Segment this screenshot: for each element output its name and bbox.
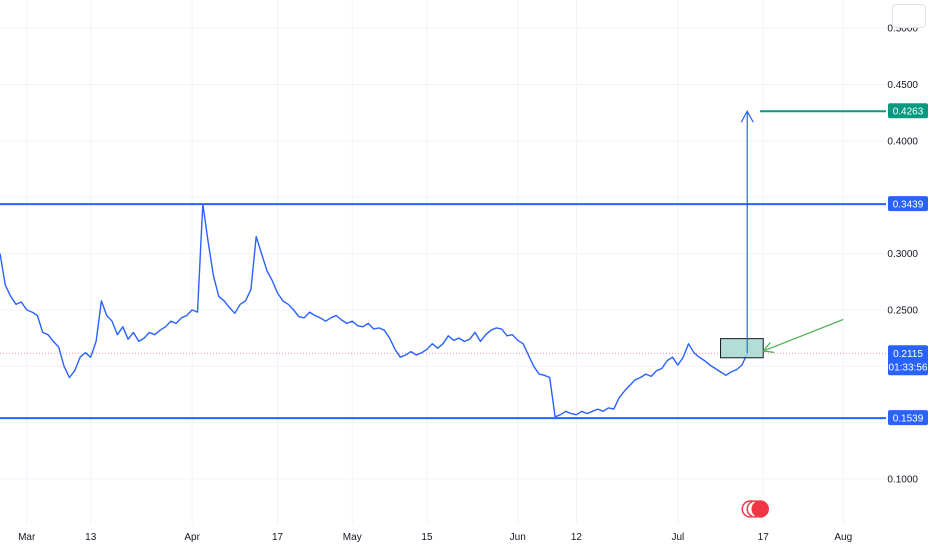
x-tick-label: 17 — [272, 532, 284, 543]
chart-settings-button[interactable] — [892, 4, 926, 28]
pointer-arrow[interactable] — [763, 318, 844, 352]
x-tick-label: Aug — [834, 532, 852, 543]
x-tick-label: Jun — [510, 532, 526, 543]
current-price-badge-label: 0.2115 — [893, 349, 923, 360]
x-tick-label: 13 — [85, 532, 97, 543]
x-tick-label: 17 — [758, 532, 770, 543]
y-tick-label: 0.3000 — [887, 249, 918, 260]
x-tick-label: 15 — [421, 532, 433, 543]
target-price-badge[interactable] — [888, 103, 928, 119]
x-tick-label: Apr — [184, 532, 200, 543]
price-series-line — [0, 203, 748, 418]
support-price-badge-label: 0.1539 — [893, 414, 924, 425]
countdown-label: 01:33:56 — [889, 362, 928, 373]
y-tick-label: 0.2500 — [887, 305, 918, 316]
y-tick-label: 0.1000 — [887, 474, 918, 485]
y-tick-label: 0.5000 — [887, 24, 918, 35]
y-tick-label: 0.4000 — [887, 136, 918, 147]
x-tick-label: 12 — [571, 532, 583, 543]
resistance-price-badge[interactable] — [888, 196, 928, 212]
projection-arrowhead — [740, 109, 754, 123]
event-marker-icon — [751, 500, 769, 518]
target-price-badge-label: 0.4263 — [893, 107, 924, 118]
entry-zone-box[interactable] — [720, 338, 764, 359]
x-tick-label: Mar — [18, 532, 36, 543]
current-price-badge[interactable] — [888, 345, 928, 376]
y-tick-label: 0.4500 — [887, 80, 918, 91]
x-tick-label: May — [343, 532, 362, 543]
pointer-arrowhead — [762, 342, 775, 353]
resistance-price-badge-label: 0.3439 — [893, 200, 924, 211]
x-tick-label: Jul — [671, 532, 684, 543]
support-price-badge[interactable] — [888, 410, 928, 426]
